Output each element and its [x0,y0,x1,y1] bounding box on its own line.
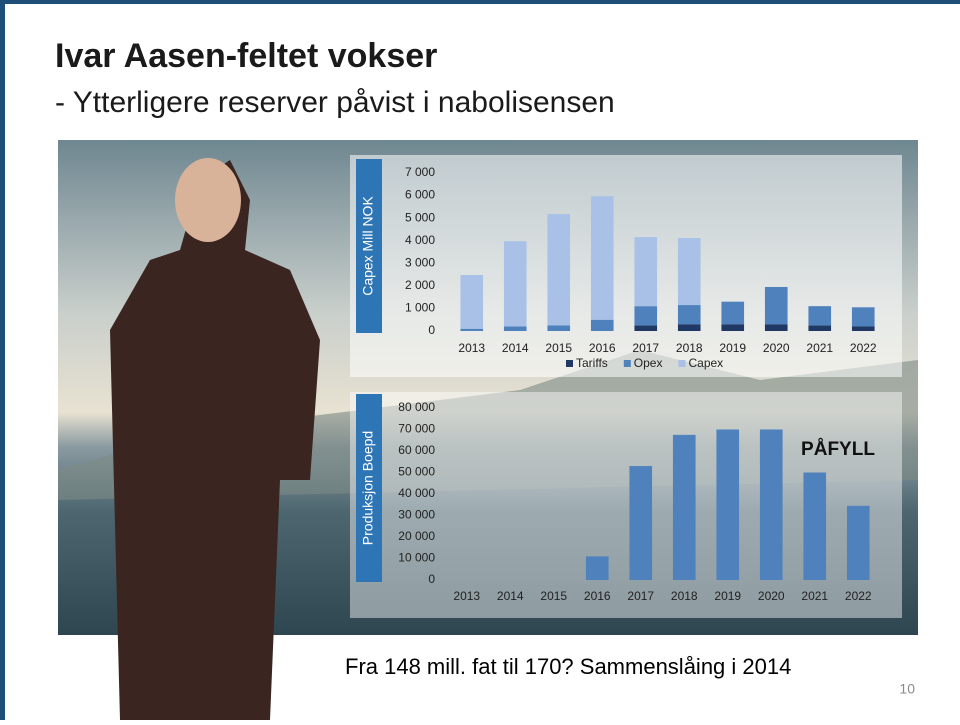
legend-label: Opex [634,356,663,370]
bar [803,472,827,580]
legend-swatch [678,360,686,367]
y-tick-label: 3 000 [405,255,435,269]
x-tick-label: 2017 [632,341,659,355]
bar [629,466,653,580]
bar [716,429,740,580]
bar-segment [721,301,745,325]
x-tick-label: 2021 [806,341,833,355]
bar [759,429,783,580]
top-border [0,0,960,4]
y-axis-title: Produksjon Boepd [360,431,376,545]
bar-segment [764,286,788,325]
y-tick-label: 7 000 [405,165,435,179]
y-tick-label: 70 000 [398,422,435,436]
portrait-figure [110,160,320,720]
legend-label: Tariffs [576,356,608,370]
bar-segment [460,328,484,331]
slide-title: Ivar Aasen-feltet vokser [55,37,437,75]
y-tick-label: 80 000 [398,400,435,414]
bar-segment [851,307,875,327]
page-number: 10 [899,681,915,697]
bar-segment [503,326,527,331]
bar-segment [590,196,614,320]
y-tick-label: 50 000 [398,465,435,479]
y-tick-label: 4 000 [405,233,435,247]
y-axis-title-bg [356,159,382,333]
x-tick-label: 2018 [671,589,698,603]
y-tick-label: 0 [428,323,435,337]
x-tick-label: 2020 [763,341,790,355]
x-tick-label: 2019 [719,341,746,355]
y-tick-label: 1 000 [405,301,435,315]
x-tick-label: 2021 [801,589,828,603]
chart-panel [350,155,902,377]
bar [672,434,696,580]
bar-segment [547,214,571,326]
y-tick-label: 30 000 [398,508,435,522]
x-tick-label: 2018 [676,341,703,355]
portrait-face [175,158,241,242]
x-tick-label: 2014 [502,341,529,355]
legend-swatch [623,360,631,367]
x-tick-label: 2013 [458,341,485,355]
y-tick-label: 60 000 [398,443,435,457]
bar-segment [634,306,658,326]
x-tick-label: 2013 [453,589,480,603]
bar-segment [503,241,527,327]
bar-segment [808,325,832,331]
y-tick-label: 0 [428,572,435,586]
y-tick-label: 2 000 [405,278,435,292]
y-tick-label: 5 000 [405,210,435,224]
bar-segment [677,305,701,325]
bar-segment [590,319,614,331]
left-border [0,0,5,720]
bar-segment [851,326,875,331]
x-tick-label: 2022 [850,341,877,355]
x-tick-label: 2015 [545,341,572,355]
bar-segment [460,275,484,329]
x-tick-label: 2017 [627,589,654,603]
y-axis-title: Capex Mill NOK [360,196,376,296]
x-tick-label: 2016 [584,589,611,603]
bar-segment [764,324,788,331]
y-tick-label: 10 000 [398,551,435,565]
y-axis-title-bg [356,394,382,582]
footer-text: Fra 148 mill. fat til 170? Sammenslåing … [345,654,791,679]
slide-subtitle: - Ytterligere reserver påvist i nabolise… [55,86,615,119]
bar-segment [808,306,832,326]
x-tick-label: 2019 [714,589,741,603]
x-tick-label: 2014 [497,589,524,603]
y-tick-label: 40 000 [398,486,435,500]
y-tick-label: 20 000 [398,529,435,543]
bar-segment [547,325,571,331]
y-tick-label: 6 000 [405,188,435,202]
bar [846,505,870,580]
bar-segment [634,237,658,307]
x-tick-label: 2022 [845,589,872,603]
annotation: PÅFYLL [801,439,875,460]
x-tick-label: 2020 [758,589,785,603]
bar-segment [721,324,745,331]
bar [585,556,609,580]
bar-segment [634,325,658,331]
x-tick-label: 2015 [540,589,567,603]
x-tick-label: 2016 [589,341,616,355]
legend-swatch [566,360,573,367]
legend-label: Capex [688,356,723,370]
bar-segment [677,324,701,331]
bar-segment [677,238,701,306]
